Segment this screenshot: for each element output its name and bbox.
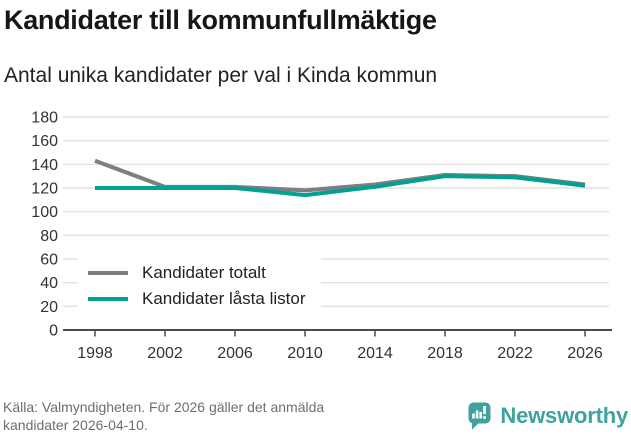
- legend: Kandidater totalt Kandidater låsta listo…: [78, 252, 322, 320]
- x-axis-tick-label: 2018: [427, 345, 463, 362]
- y-axis-tick-label: 100: [31, 204, 58, 221]
- newsworthy-brand: Newsworthy: [468, 402, 628, 430]
- chart-subtitle: Antal unika kandidater per val i Kinda k…: [4, 64, 438, 87]
- x-axis-tick-label: 2026: [567, 345, 603, 362]
- y-axis-tick-label: 40: [40, 275, 58, 292]
- chart-title: Kandidater till kommunfullmäktige: [4, 5, 437, 35]
- legend-label-totalt: Kandidater totalt: [142, 263, 266, 282]
- legend-item-lasta-listor: Kandidater låsta listor: [88, 286, 305, 312]
- data-line-kandidater-l-sta-listor: [95, 174, 586, 198]
- y-axis-tick-label: 60: [40, 252, 58, 269]
- legend-swatch-totalt: [88, 270, 128, 276]
- y-axis-tick-label: 20: [40, 299, 58, 316]
- y-axis-tick-label: 160: [31, 133, 58, 150]
- legend-label-lasta-listor: Kandidater låsta listor: [142, 289, 306, 308]
- x-axis-tick-label: 2006: [217, 345, 253, 362]
- y-axis-tick-label: 0: [49, 323, 58, 340]
- source-note-line2: kandidater 2026-04-10.: [3, 417, 148, 433]
- x-axis-tick-label: 2014: [357, 345, 393, 362]
- newsworthy-logo-icon: [468, 402, 491, 430]
- y-axis-tick-label: 180: [31, 110, 58, 127]
- x-axis-tick-label: 1998: [77, 345, 113, 362]
- y-axis-tick-label: 120: [31, 181, 58, 198]
- x-axis-tick-label: 2010: [287, 345, 323, 362]
- legend-swatch-lasta-listor: [88, 296, 128, 302]
- y-axis-tick-label: 80: [40, 228, 58, 245]
- source-note-line1: Källa: Valmyndigheten. För 2026 gäller d…: [3, 399, 325, 415]
- source-note: Källa: Valmyndigheten. För 2026 gäller d…: [3, 398, 324, 434]
- brand-name: Newsworthy: [500, 403, 628, 428]
- x-axis-tick-label: 2022: [497, 345, 533, 362]
- legend-item-totalt: Kandidater totalt: [88, 260, 305, 286]
- x-axis-tick-label: 2002: [147, 345, 183, 362]
- y-axis-tick-label: 140: [31, 157, 58, 174]
